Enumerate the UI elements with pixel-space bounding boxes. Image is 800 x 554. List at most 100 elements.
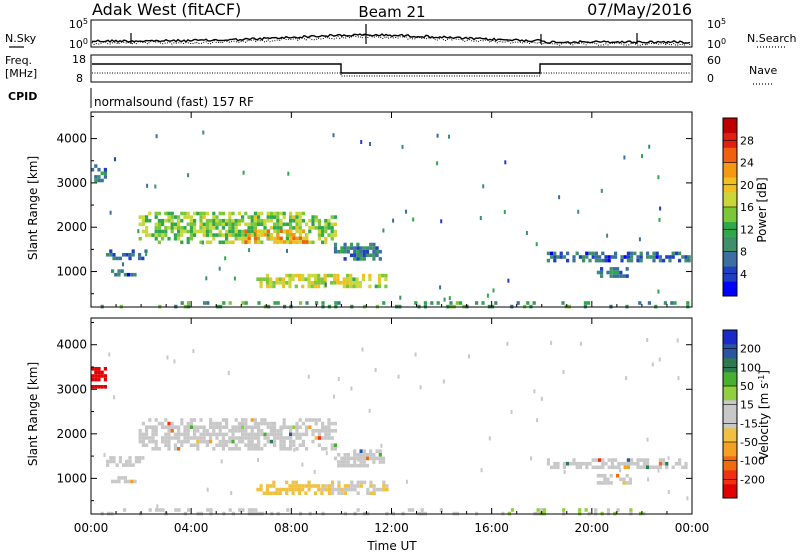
heatmap-cell xyxy=(276,215,280,219)
nave-label: Nave xyxy=(749,64,777,77)
heatmap-cell xyxy=(459,301,463,305)
heatmap-cell xyxy=(202,130,205,135)
heatmap-cell xyxy=(177,447,181,451)
heatmap-cell xyxy=(601,461,605,466)
heatmap-cell xyxy=(594,251,598,256)
heatmap-cell xyxy=(254,508,258,512)
heatmap-cell xyxy=(218,432,222,437)
heatmap-cell xyxy=(173,226,177,230)
heatmap-cell xyxy=(365,246,370,250)
heatmap-cell xyxy=(183,215,187,219)
heatmap-cell xyxy=(228,229,232,234)
heatmap-cell xyxy=(254,229,258,233)
heatmap-cell xyxy=(173,436,177,440)
heatmap-cell xyxy=(539,508,543,512)
heatmap-cell xyxy=(186,236,190,241)
heatmap-cell xyxy=(614,465,618,470)
heatmap-cell xyxy=(180,211,184,216)
heatmap-cell xyxy=(253,421,257,426)
heatmap-cell xyxy=(381,456,386,461)
heatmap-cell xyxy=(234,229,238,234)
heatmap-cell xyxy=(340,463,344,468)
heatmap-cell xyxy=(298,218,302,223)
heatmap-cell xyxy=(333,273,337,278)
heatmap-cell xyxy=(346,460,350,464)
heatmap-cell xyxy=(241,240,245,244)
heatmap-cell xyxy=(161,233,165,237)
heatmap-cell xyxy=(346,246,350,250)
heatmap-cell xyxy=(285,487,289,492)
heatmap-cell xyxy=(310,273,314,278)
heatmap-cell xyxy=(250,447,254,451)
heatmap-cell xyxy=(349,456,354,461)
heatmap-cell xyxy=(327,421,331,426)
heatmap-cell xyxy=(334,487,338,492)
nave-tick-bottom: 0 xyxy=(707,72,714,85)
heatmap-cell xyxy=(109,249,113,253)
heatmap-cell xyxy=(298,233,302,237)
heatmap-cell xyxy=(234,222,238,227)
heatmap-cell xyxy=(189,425,193,429)
heatmap-cell xyxy=(189,222,193,227)
heatmap-cell xyxy=(180,439,184,444)
heatmap-cell xyxy=(206,487,209,492)
heatmap-cell xyxy=(343,463,347,468)
heatmap-cell xyxy=(603,481,607,485)
heatmap-cell xyxy=(566,258,570,263)
y-tick-label: 2000 xyxy=(56,220,87,234)
heatmap-cell xyxy=(622,477,626,482)
heatmap-cell xyxy=(151,425,155,429)
heatmap-cell xyxy=(270,236,274,241)
heatmap-cell xyxy=(678,461,682,466)
heatmap-cell xyxy=(575,251,579,256)
heatmap-cell xyxy=(604,258,608,263)
heatmap-cell xyxy=(180,443,184,447)
freq-solid-line xyxy=(92,63,691,74)
heatmap-cell xyxy=(221,222,225,227)
heatmap-cell xyxy=(287,171,290,176)
heatmap-cell xyxy=(385,484,389,488)
heatmap-cell xyxy=(266,211,270,216)
heatmap-cell xyxy=(157,222,161,227)
heatmap-cell xyxy=(257,443,261,447)
heatmap-cell xyxy=(164,432,168,437)
heatmap-cell xyxy=(237,436,241,440)
heatmap-cell xyxy=(145,226,149,230)
heatmap-cell xyxy=(215,222,219,227)
heatmap-cell xyxy=(269,425,273,429)
heatmap-cell xyxy=(295,425,299,429)
heatmap-cell xyxy=(257,233,261,237)
heatmap-cell xyxy=(342,284,346,289)
heatmap-cell xyxy=(481,301,485,305)
heatmap-cell xyxy=(218,443,222,447)
heatmap-cell xyxy=(193,418,197,422)
heatmap-cell xyxy=(170,215,174,219)
heatmap-cell xyxy=(401,144,404,149)
heatmap-cell xyxy=(183,229,187,234)
heatmap-cell xyxy=(215,233,219,237)
heatmap-cell xyxy=(228,429,232,433)
heatmap-cell xyxy=(553,258,557,263)
heatmap-cell xyxy=(212,429,216,433)
heatmap-cell xyxy=(294,487,298,492)
heatmap-cell xyxy=(97,178,101,183)
heatmap-cell xyxy=(311,226,315,230)
heatmap-cell xyxy=(609,270,613,275)
heatmap-cell xyxy=(311,240,315,245)
heatmap-cell xyxy=(266,218,270,223)
cpid-panel: CPID normalsound (fast) 157 RF xyxy=(8,88,254,109)
heatmap-cell xyxy=(678,251,682,256)
heatmap-cell xyxy=(269,432,273,437)
heatmap-cell xyxy=(289,215,293,219)
heatmap-cell xyxy=(285,447,289,451)
heatmap-cell xyxy=(241,236,245,241)
heatmap-cell xyxy=(292,240,296,244)
heatmap-cell xyxy=(657,175,660,180)
heatmap-cell xyxy=(247,240,251,244)
heatmap-cell xyxy=(260,211,264,216)
heatmap-cell xyxy=(301,487,305,492)
heatmap-cell xyxy=(385,487,389,492)
heatmap-cell xyxy=(340,487,344,492)
heatmap-cell xyxy=(183,226,187,230)
heatmap-cell xyxy=(616,270,620,275)
